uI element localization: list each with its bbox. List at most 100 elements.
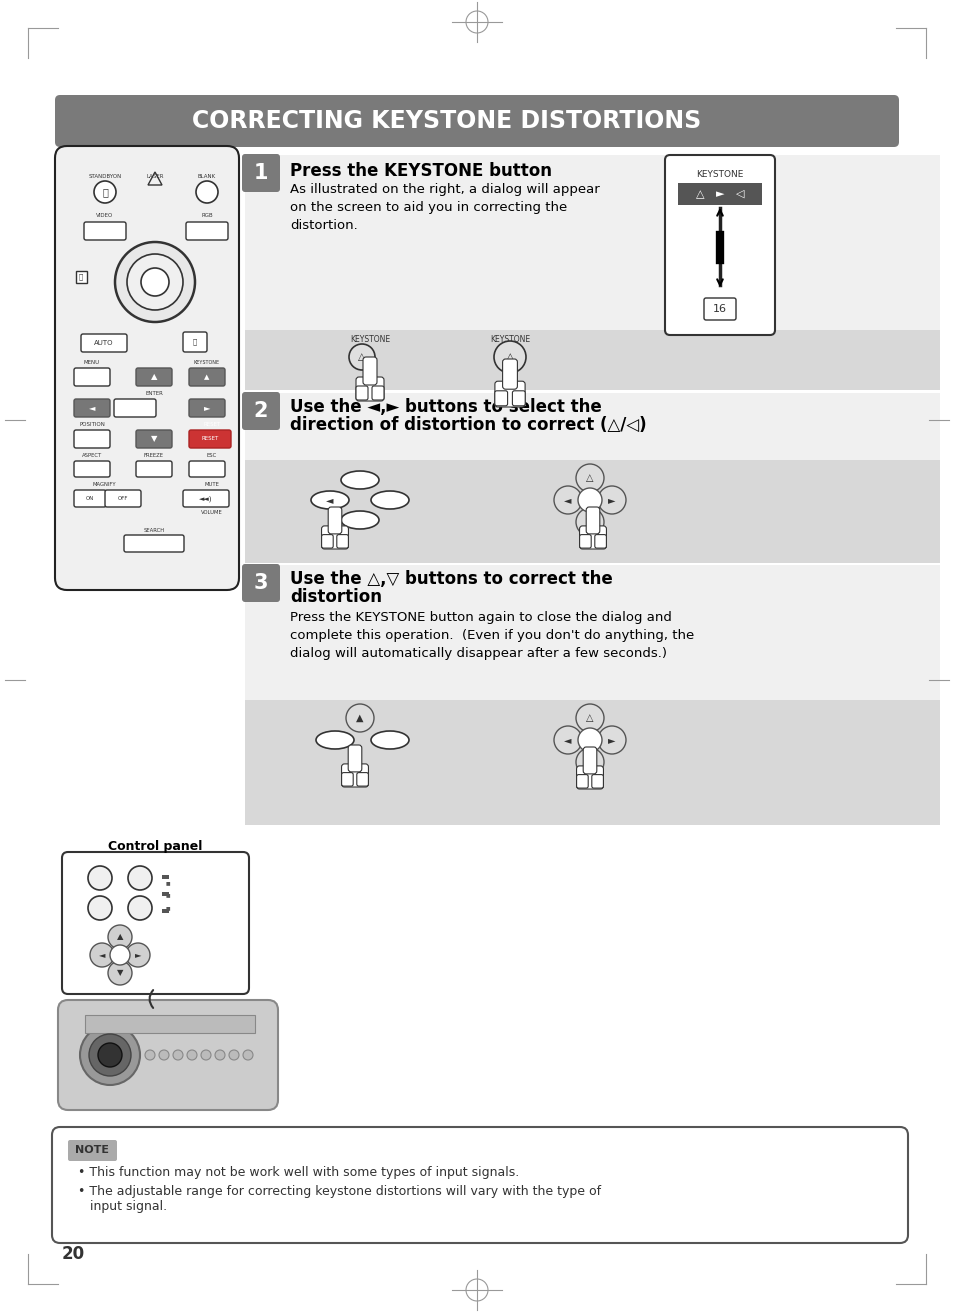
FancyBboxPatch shape bbox=[55, 94, 898, 147]
Text: Use the △,▽ buttons to correct the: Use the △,▽ buttons to correct the bbox=[290, 569, 612, 588]
Circle shape bbox=[576, 508, 603, 537]
Text: ▲: ▲ bbox=[151, 373, 157, 382]
Bar bbox=[85, 1015, 254, 1033]
Text: ■: ■ bbox=[166, 892, 171, 897]
Circle shape bbox=[195, 181, 218, 203]
FancyBboxPatch shape bbox=[58, 1000, 277, 1110]
Text: • This function may not be work well with some types of input signals.: • This function may not be work well wit… bbox=[78, 1166, 518, 1179]
Text: direction of distortion to correct (△/◁): direction of distortion to correct (△/◁) bbox=[290, 416, 646, 434]
Text: LASER: LASER bbox=[146, 174, 164, 178]
Circle shape bbox=[172, 1050, 183, 1060]
Ellipse shape bbox=[371, 491, 409, 509]
Circle shape bbox=[126, 943, 150, 967]
Text: FREEZE: FREEZE bbox=[144, 453, 164, 458]
Text: 2: 2 bbox=[253, 401, 268, 421]
FancyBboxPatch shape bbox=[136, 367, 172, 386]
Bar bbox=[245, 331, 939, 390]
Bar bbox=[678, 182, 761, 205]
FancyBboxPatch shape bbox=[578, 526, 606, 548]
FancyBboxPatch shape bbox=[52, 1127, 907, 1242]
Circle shape bbox=[127, 255, 183, 310]
FancyBboxPatch shape bbox=[363, 357, 376, 384]
FancyBboxPatch shape bbox=[74, 367, 110, 386]
Text: KEYSTONE: KEYSTONE bbox=[696, 171, 743, 178]
Text: Use the ◄,► buttons to select the: Use the ◄,► buttons to select the bbox=[290, 398, 601, 416]
Ellipse shape bbox=[311, 491, 349, 509]
FancyBboxPatch shape bbox=[68, 1140, 117, 1161]
Text: • The adjustable range for correcting keystone distortions will vary with the ty: • The adjustable range for correcting ke… bbox=[78, 1185, 600, 1198]
Bar bbox=[162, 909, 169, 913]
Text: ESC: ESC bbox=[207, 453, 217, 458]
Text: ▼: ▼ bbox=[116, 968, 123, 977]
FancyBboxPatch shape bbox=[74, 430, 110, 447]
Text: STANDBYON: STANDBYON bbox=[89, 174, 121, 178]
Text: ON: ON bbox=[86, 496, 94, 501]
FancyBboxPatch shape bbox=[328, 506, 341, 534]
FancyBboxPatch shape bbox=[585, 506, 599, 534]
Text: SEARCH: SEARCH bbox=[143, 527, 164, 533]
Ellipse shape bbox=[371, 731, 409, 749]
Circle shape bbox=[578, 488, 601, 512]
Text: As illustrated on the right, a dialog will appear
on the screen to aid you in co: As illustrated on the right, a dialog wi… bbox=[290, 182, 599, 232]
Text: MENU: MENU bbox=[84, 359, 100, 365]
Text: Press the KEYSTONE button: Press the KEYSTONE button bbox=[290, 161, 552, 180]
Text: ◄: ◄ bbox=[89, 404, 95, 412]
FancyBboxPatch shape bbox=[113, 399, 156, 417]
FancyBboxPatch shape bbox=[356, 773, 368, 786]
FancyBboxPatch shape bbox=[341, 773, 353, 786]
Text: ►: ► bbox=[715, 189, 723, 199]
FancyBboxPatch shape bbox=[576, 774, 588, 789]
Text: ▽: ▽ bbox=[586, 757, 593, 768]
Circle shape bbox=[201, 1050, 211, 1060]
Circle shape bbox=[88, 896, 112, 920]
Circle shape bbox=[115, 241, 194, 321]
Text: KEYSTONE: KEYSTONE bbox=[490, 335, 530, 344]
Text: 3: 3 bbox=[253, 573, 268, 593]
FancyBboxPatch shape bbox=[189, 430, 231, 447]
Text: ◄: ◄ bbox=[99, 950, 105, 959]
FancyBboxPatch shape bbox=[74, 489, 106, 506]
Circle shape bbox=[554, 485, 581, 514]
Text: NOTE: NOTE bbox=[75, 1145, 109, 1155]
FancyBboxPatch shape bbox=[183, 332, 207, 352]
Circle shape bbox=[576, 464, 603, 492]
Text: VIDEO: VIDEO bbox=[96, 213, 113, 218]
Text: ◄: ◄ bbox=[563, 735, 571, 745]
Text: distortion: distortion bbox=[290, 588, 381, 606]
Circle shape bbox=[108, 925, 132, 949]
FancyBboxPatch shape bbox=[664, 155, 774, 335]
FancyBboxPatch shape bbox=[594, 534, 606, 548]
FancyBboxPatch shape bbox=[321, 526, 348, 548]
FancyBboxPatch shape bbox=[189, 461, 225, 478]
FancyBboxPatch shape bbox=[341, 764, 368, 787]
Circle shape bbox=[89, 1034, 131, 1076]
Text: △: △ bbox=[358, 352, 365, 362]
Circle shape bbox=[128, 896, 152, 920]
Circle shape bbox=[141, 268, 169, 297]
Circle shape bbox=[145, 1050, 154, 1060]
FancyBboxPatch shape bbox=[579, 534, 591, 548]
Text: △: △ bbox=[695, 189, 703, 199]
FancyBboxPatch shape bbox=[321, 534, 333, 548]
Text: 20: 20 bbox=[62, 1245, 85, 1263]
FancyBboxPatch shape bbox=[242, 154, 280, 192]
Text: ■: ■ bbox=[166, 880, 171, 886]
FancyBboxPatch shape bbox=[512, 391, 525, 405]
Circle shape bbox=[98, 1043, 122, 1067]
Bar bbox=[76, 272, 87, 283]
Circle shape bbox=[229, 1050, 239, 1060]
Circle shape bbox=[349, 344, 375, 370]
Text: ■: ■ bbox=[166, 905, 171, 911]
Text: AUTO: AUTO bbox=[94, 340, 113, 346]
Ellipse shape bbox=[340, 471, 378, 489]
Text: KEYSTONE: KEYSTONE bbox=[193, 359, 220, 365]
Circle shape bbox=[578, 728, 601, 752]
Circle shape bbox=[94, 181, 116, 203]
Text: ◄: ◄ bbox=[563, 495, 571, 505]
Ellipse shape bbox=[340, 510, 378, 529]
FancyBboxPatch shape bbox=[495, 391, 507, 405]
Circle shape bbox=[88, 866, 112, 890]
FancyBboxPatch shape bbox=[355, 386, 368, 400]
Text: ◄: ◄ bbox=[326, 495, 334, 505]
Text: MAGNIFY: MAGNIFY bbox=[92, 482, 115, 487]
